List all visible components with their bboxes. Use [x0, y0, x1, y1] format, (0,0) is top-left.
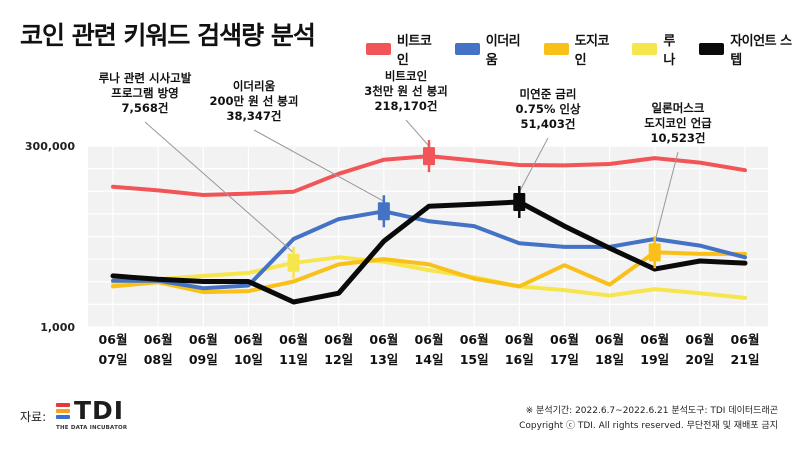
annotation-line: 비트코인	[385, 69, 427, 83]
annotation-label: 일론머스크 도지코인 언급 10,523건	[644, 101, 712, 145]
annotation-label: 비트코인 3천만 원 선 붕괴 218,170건	[364, 69, 448, 113]
series-line	[111, 209, 747, 291]
annotation-line: 이더리움	[233, 79, 276, 93]
x-tick-label: 06월	[234, 332, 263, 347]
tdi-logo: TDI THE DATA INCUBATOR	[56, 398, 127, 431]
analysis-period: ※ 분석기간: 2022.6.7~2022.6.21 분석도구: TDI 데이터…	[525, 406, 778, 416]
annotation-line: 218,170건	[375, 99, 438, 113]
legend-swatch	[454, 43, 480, 55]
legend-item: 비트코인	[366, 30, 441, 68]
copyright-text: Copyright ⓒ TDI. All rights reserved. 무단…	[519, 421, 778, 431]
legend-label: 비트코인	[396, 34, 432, 68]
chart-legend: 비트코인 이더리움 도지코인 루나 자이언트 스텝	[366, 30, 800, 68]
chart-title: 코인 관련 키워드 검색량 분석	[20, 21, 316, 50]
legend-swatch	[632, 43, 658, 55]
x-tick-label: 06월	[685, 332, 714, 347]
annotation-marker	[287, 253, 300, 272]
legend-swatch	[543, 43, 569, 55]
legend-label: 루나	[663, 34, 675, 68]
annotation-line: 3천만 원 선 붕괴	[364, 84, 448, 98]
x-tick-label: 12일	[324, 352, 353, 367]
legend-label: 도지코인	[574, 34, 610, 68]
series-line	[110, 199, 748, 305]
legend-label: 자이언트 스텝	[730, 34, 792, 68]
footer-notes: ※ 분석기간: 2022.6.7~2022.6.21 분석도구: TDI 데이터…	[519, 404, 778, 434]
line-chart: 300,000 1,000 06월 07일 06월 08일 06월 09일 06월 10일 06월 1…	[25, 69, 768, 367]
x-tick-label: 20일	[685, 352, 714, 367]
x-tick-label: 13일	[369, 352, 398, 367]
x-tick-label: 06월	[460, 332, 489, 347]
x-tick-label: 21일	[731, 352, 760, 367]
annotation-line: 도지코인 언급	[644, 116, 712, 130]
annotation-marker	[423, 147, 435, 166]
x-tick-label: 06월	[731, 332, 760, 347]
legend-item: 루나	[632, 30, 685, 68]
x-tick-label: 06월	[505, 332, 534, 347]
x-tick-label: 11일	[279, 352, 308, 367]
annotation-marker	[513, 192, 526, 211]
annotation-label: 이더리움 200만 원 선 붕괴 38,347건	[210, 79, 299, 123]
annotation-leader	[144, 121, 294, 254]
annotation-line: 미연준 금리	[520, 87, 577, 101]
y-tick-label: 1,000	[40, 321, 75, 334]
legend-item: 이더리움	[454, 30, 530, 68]
annotation-marker	[377, 202, 390, 221]
legend-swatch	[366, 43, 391, 55]
legend-label: 이더리움	[485, 34, 521, 68]
x-tick-label: 10일	[234, 352, 263, 367]
x-tick-label: 06월	[324, 332, 353, 347]
x-tick-label: 08일	[144, 352, 173, 367]
x-tick-label: 14일	[415, 352, 444, 367]
legend-item: 도지코인	[543, 30, 619, 68]
annotation-line: 7,568건	[122, 101, 169, 115]
annotation-line: 51,403건	[521, 117, 576, 131]
x-tick-label: 17일	[550, 352, 579, 367]
x-tick-label: 06월	[189, 332, 218, 347]
annotation-line: 38,347건	[227, 109, 282, 123]
x-tick-label: 06월	[595, 332, 624, 347]
x-tick-label: 06월	[640, 332, 669, 347]
logo-bar	[56, 414, 70, 419]
legend-swatch	[699, 43, 725, 55]
x-tick-label: 09일	[189, 352, 218, 367]
annotation-line: 10,523건	[651, 131, 706, 145]
logo-text: TDI	[74, 396, 125, 425]
annotation-line: 200만 원 선 붕괴	[210, 94, 299, 108]
annotation-line: 루나 관련 시사고발	[99, 71, 192, 85]
source-label: 자료:	[20, 410, 47, 424]
annotation-line: 프로그램 방영	[111, 86, 178, 100]
logo-subtitle: THE DATA INCUBATOR	[56, 425, 128, 431]
logo-bar	[56, 408, 70, 413]
x-tick-label: 06월	[144, 332, 173, 347]
legend-item: 자이언트 스텝	[699, 30, 800, 68]
x-tick-label: 18일	[595, 352, 624, 367]
series-line	[111, 255, 747, 300]
x-tick-label: 19일	[640, 352, 669, 367]
annotation-leader	[518, 137, 549, 193]
annotation-leader	[405, 119, 430, 147]
logo-bar	[56, 402, 70, 407]
annotation-marker	[648, 243, 661, 262]
annotation-label: 미연준 금리 0.75% 인상 51,403건	[515, 87, 580, 131]
x-tick-label: 16일	[505, 352, 534, 367]
x-tick-label: 06월	[279, 332, 308, 347]
x-tick-label: 07일	[99, 352, 128, 367]
annotation-leader	[654, 151, 679, 243]
x-tick-label: 06월	[550, 332, 579, 347]
x-tick-label: 06월	[369, 332, 398, 347]
annotation-leader	[253, 129, 385, 202]
x-tick-label: 15일	[460, 352, 489, 367]
annotation-line: 0.75% 인상	[515, 102, 580, 116]
annotation-label: 루나 관련 시사고발 프로그램 방영 7,568건	[99, 71, 192, 115]
x-tick-label: 06월	[415, 332, 444, 347]
y-tick-label: 300,000	[25, 140, 75, 153]
logo-bars-icon	[56, 402, 70, 419]
x-tick-label: 06월	[99, 332, 128, 347]
annotation-line: 일론머스크	[652, 101, 705, 115]
